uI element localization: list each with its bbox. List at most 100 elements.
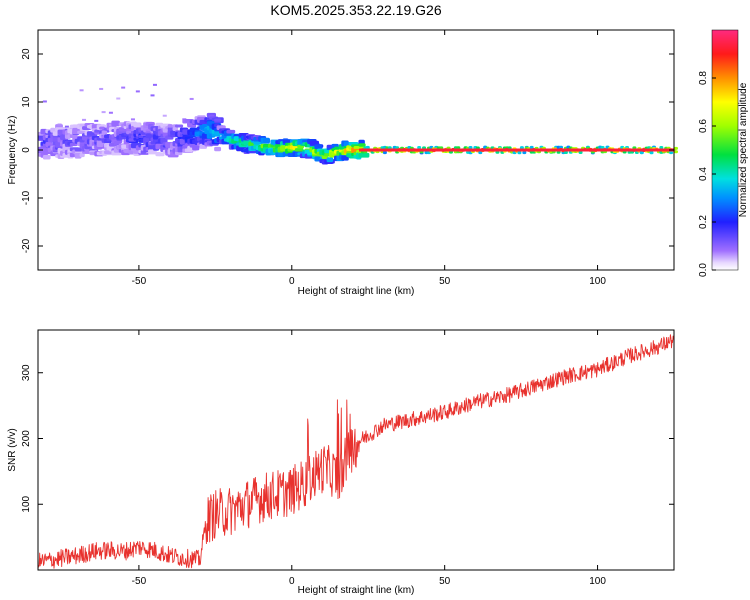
y-tick-label: 200	[21, 430, 32, 447]
spectrogram-cell	[556, 150, 561, 154]
spectrogram-cell	[82, 118, 87, 121]
spectrogram-cell	[248, 141, 255, 148]
x-tick-label: 50	[439, 276, 451, 287]
spectrogram-cell	[192, 145, 200, 151]
spectrogram-cell	[674, 146, 678, 150]
colorbar-gradient	[712, 30, 738, 270]
spectrogram-cell	[64, 125, 69, 128]
spectrogram-cell	[94, 119, 99, 122]
spectrogram-cell	[478, 151, 483, 155]
colorbar-frame	[711, 29, 739, 271]
spectrogram-cell	[74, 147, 82, 152]
spectrogram-cell	[659, 145, 664, 149]
spectrogram-cell	[182, 118, 187, 121]
spectrogram-cell	[189, 97, 194, 100]
spectrogram-cell	[307, 151, 314, 156]
spectrogram-cell	[99, 126, 105, 130]
spectrogram-cell	[167, 124, 173, 128]
spectrogram-cell	[382, 151, 387, 155]
spectrogram-cell	[40, 129, 47, 135]
y-tick-label: -10	[21, 190, 32, 205]
spectrogram-cell	[130, 118, 135, 121]
colorbar-tick-label: 0.2	[698, 215, 709, 229]
spectrogram-cell	[468, 146, 473, 150]
snr-y-axis-label: SNR (v/v)	[7, 428, 18, 471]
snr-x-axis-label: Height of straight line (km)	[298, 585, 415, 596]
spectrogram-cell	[365, 145, 370, 149]
spectrogram-cell	[111, 120, 120, 127]
spectrogram-cell	[77, 130, 87, 135]
spectrogram-cell	[600, 145, 605, 149]
y-tick-label: 20	[21, 48, 32, 60]
spectrogram-x-ticks: -50 0 50 100	[132, 30, 606, 287]
colorbar-tick-label: 0.8	[698, 71, 709, 85]
colorbar-label: Normalized spectral amplitude	[738, 82, 749, 217]
spectrogram-cell	[152, 134, 159, 140]
spectrogram-cell	[522, 151, 527, 155]
snr-x-ticks: -50 0 50 100	[132, 330, 606, 587]
snr-plot-area	[38, 330, 674, 570]
spectrogram-cell	[639, 151, 644, 155]
spectrogram-cell	[42, 154, 51, 160]
spectrogram-cell	[96, 142, 104, 147]
spectrogram-cell	[519, 146, 524, 150]
snr-series-line	[37, 334, 675, 569]
spectrogram-cell	[201, 133, 208, 138]
spectrogram-cell	[150, 94, 155, 97]
spectrogram-cell	[148, 134, 154, 139]
y-tick-label: -20	[21, 238, 32, 253]
spectrogram-cell	[157, 152, 165, 157]
spectrogram-cell	[86, 131, 96, 136]
spectrogram-cell	[417, 145, 422, 149]
spectrogram-cell	[353, 145, 364, 150]
spectrogram-cell	[358, 143, 366, 147]
colorbar-ticks: 0.0 0.2 0.4 0.6 0.8	[698, 71, 716, 277]
figure-title: KOM5.2025.353.22.19.G26	[270, 2, 441, 18]
spectrogram-cell	[79, 153, 85, 158]
spectrogram-cell	[116, 97, 121, 100]
spectrogram-cell	[57, 123, 62, 126]
colorbar-tick-label: 0.6	[698, 119, 709, 133]
spectrogram-cell	[108, 111, 113, 114]
spectrogram-y-axis-label: Frequency (Hz)	[7, 116, 18, 185]
spectrogram-cell	[578, 151, 583, 155]
spectrogram-cell	[135, 90, 140, 93]
spectrogram-cell	[314, 144, 323, 150]
spectrogram-cell	[148, 146, 155, 151]
spectrogram-cell	[563, 150, 568, 154]
snr-frame	[37, 329, 675, 571]
spectrogram-cell	[133, 122, 140, 128]
spectrogram-band	[359, 148, 674, 152]
x-tick-label: 100	[589, 576, 606, 587]
spectrogram-cell	[50, 127, 56, 133]
x-tick-label: -50	[132, 576, 147, 587]
spectrogram-cell	[649, 151, 654, 155]
spectrogram-cell	[263, 138, 271, 143]
x-tick-label: 0	[289, 576, 295, 587]
spectrogram-cell	[101, 130, 108, 136]
spectrogram-cell	[326, 157, 334, 163]
spectrogram-cell	[94, 129, 100, 133]
y-tick-label: 10	[21, 96, 32, 108]
spectrogram-cell	[214, 118, 222, 122]
x-tick-label: 100	[589, 276, 606, 287]
spectrogram-cells	[38, 83, 678, 165]
spectrogram-cell	[294, 148, 304, 152]
spectrogram-cell	[162, 114, 167, 117]
spectrogram-cell	[214, 146, 222, 152]
spectrogram-cell	[101, 111, 106, 114]
x-tick-label: 0	[289, 276, 295, 287]
snr-panel: -50 0 50 100 100 200 300 Height of straight l…	[7, 329, 675, 596]
spectrogram-x-axis-label: Height of straight line (km)	[298, 286, 415, 297]
spectrogram-cell	[343, 141, 349, 147]
spectrogram-cell	[358, 152, 370, 158]
colorbar-tick-label: 0.0	[698, 263, 709, 277]
y-tick-label: 100	[21, 495, 32, 512]
spectrogram-cell	[42, 100, 47, 103]
spectrogram-cell	[152, 83, 157, 86]
spectrogram-y-ticks: -20 -10 0 10 20	[21, 48, 674, 253]
spectrogram-cell	[99, 87, 104, 90]
spectrogram-cell	[121, 86, 126, 89]
y-tick-label: 0	[21, 147, 32, 153]
spectrogram-cell	[282, 139, 292, 144]
